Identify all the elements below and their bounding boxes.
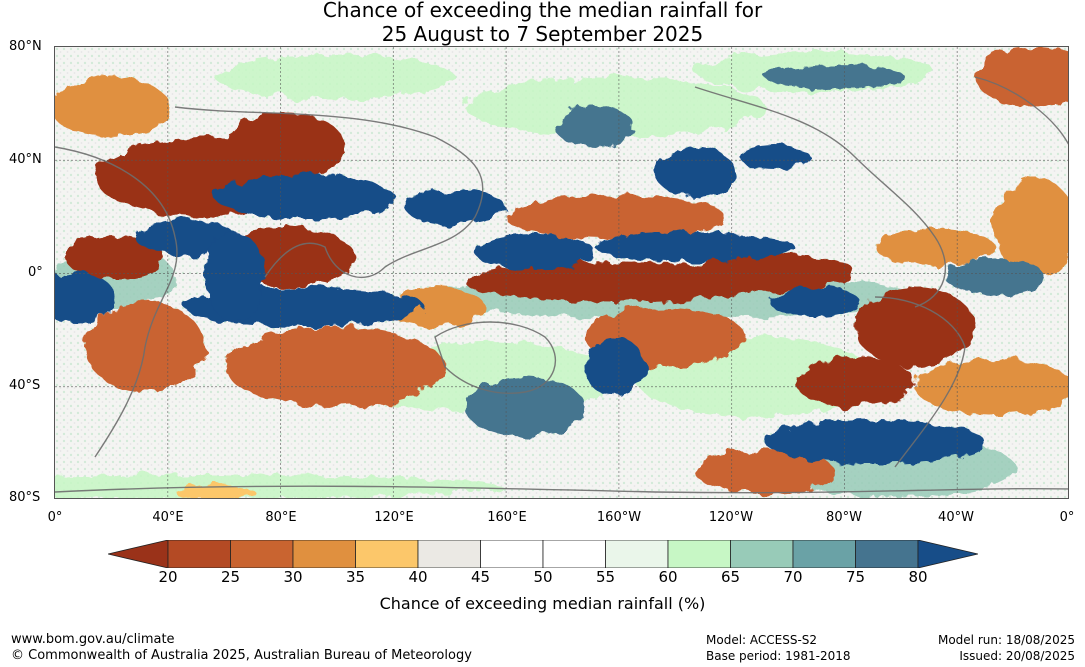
footer-issued: Issued: 20/08/2025 bbox=[959, 649, 1075, 663]
map-title: Chance of exceeding the median rainfall … bbox=[0, 0, 1085, 46]
colorbar-box bbox=[417, 540, 481, 568]
colorbar-tick-label: 75 bbox=[845, 568, 866, 586]
title-line-1: Chance of exceeding the median rainfall … bbox=[322, 0, 763, 22]
colorbar-tick-label: 25 bbox=[220, 568, 241, 586]
footer-model-run: Model run: 18/08/2025 bbox=[937, 633, 1075, 647]
lon-label-40e: 40°E bbox=[152, 510, 184, 525]
colorbar-tick-label: 20 bbox=[158, 568, 178, 586]
rainfall-map-canvas bbox=[55, 47, 1068, 498]
footer-copyright: © Commonwealth of Australia 2025, Austra… bbox=[11, 648, 472, 663]
lat-label-40s: 40°S bbox=[9, 378, 41, 393]
colorbar-tick-label: 60 bbox=[658, 568, 678, 586]
colorbar-tick-label: 45 bbox=[470, 568, 491, 586]
lon-label-0-right: 0° bbox=[1059, 510, 1075, 525]
title-line-2: 25 August to 7 September 2025 bbox=[381, 22, 704, 46]
colorbar-box bbox=[292, 540, 356, 568]
lon-label-160w: 160°W bbox=[596, 510, 642, 525]
rainfall-map bbox=[54, 46, 1069, 499]
lon-label-0-left: 0° bbox=[47, 510, 63, 525]
lon-label-160e: 160°E bbox=[487, 510, 527, 525]
colorbar-tick-label: 40 bbox=[408, 568, 428, 586]
lon-label-120w: 120°W bbox=[708, 510, 754, 525]
lat-label-80s: 80°S bbox=[9, 490, 41, 505]
colorbar-box bbox=[667, 540, 731, 568]
footer-model: Model: ACCESS-S2 bbox=[706, 633, 818, 647]
lat-label-40n: 40°N bbox=[9, 152, 42, 167]
lat-label-0: 0° bbox=[28, 265, 43, 280]
colorbar-extend-high bbox=[917, 540, 978, 568]
colorbar-box bbox=[542, 540, 606, 568]
colorbar-tick-label: 50 bbox=[533, 568, 553, 586]
colorbar-box bbox=[855, 540, 919, 568]
colorbar-box bbox=[480, 540, 544, 568]
footer-website: www.bom.gov.au/climate bbox=[11, 632, 175, 647]
colorbar-tick-label: 65 bbox=[720, 568, 741, 586]
colorbar-tick-label: 35 bbox=[345, 568, 366, 586]
colorbar bbox=[108, 540, 978, 568]
colorbar-box bbox=[605, 540, 669, 568]
colorbar-tick-label: 55 bbox=[595, 568, 616, 586]
colorbar-box bbox=[230, 540, 294, 568]
colorbar-extend-low bbox=[108, 540, 169, 568]
very-wet-regions bbox=[55, 65, 1045, 464]
footer-base-period: Base period: 1981-2018 bbox=[706, 649, 851, 663]
colorbar-box bbox=[167, 540, 231, 568]
colorbar-box bbox=[792, 540, 856, 568]
lon-label-40w: 40°W bbox=[938, 510, 974, 525]
lat-label-80n: 80°N bbox=[9, 39, 42, 54]
colorbar-box bbox=[730, 540, 794, 568]
colorbar-tick-label: 80 bbox=[908, 568, 928, 586]
colorbar-tick-label: 70 bbox=[783, 568, 803, 586]
colorbar-label: Chance of exceeding median rainfall (%) bbox=[379, 594, 706, 613]
colorbar-tick-label: 30 bbox=[283, 568, 303, 586]
graticule bbox=[55, 47, 1068, 498]
lon-label-80e: 80°E bbox=[265, 510, 297, 525]
lon-label-80w: 80°W bbox=[826, 510, 862, 525]
colorbar-box bbox=[355, 540, 419, 568]
coastlines bbox=[55, 76, 1068, 494]
lon-label-120e: 120°E bbox=[374, 510, 414, 525]
